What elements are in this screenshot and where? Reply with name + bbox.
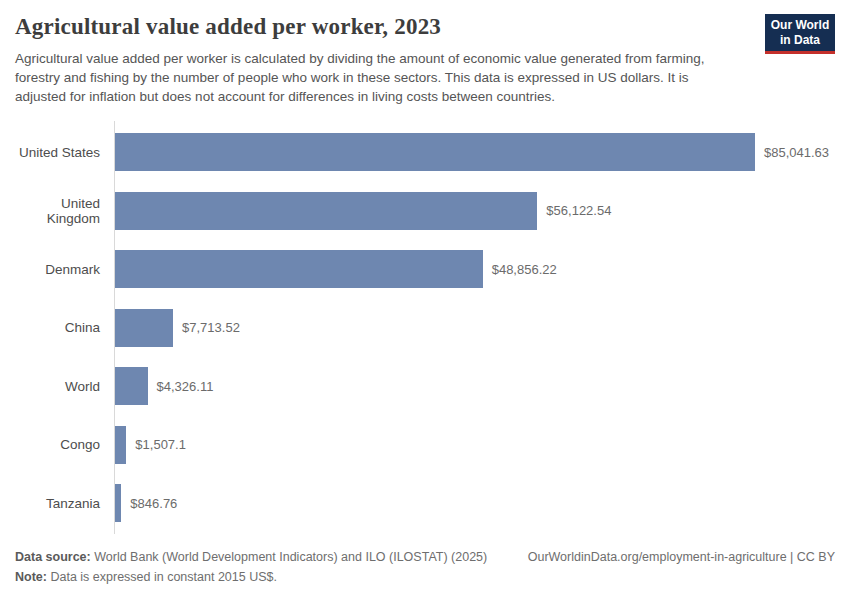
y-axis-line [114,121,115,534]
footer-note: Note: Data is expressed in constant 2015… [15,569,835,586]
data-source-line[interactable]: Data source: World Bank (World Developme… [15,549,487,566]
footer-note-text: Data is expressed in constant 2015 US$. [50,570,277,584]
owid-logo-line2: in Data [767,33,833,48]
bar-value-label: $846.76 [130,496,177,511]
chart-title: Agricultural value added per worker, 202… [15,14,835,40]
bar-row-china: China $7,713.52 [15,299,835,358]
bar-value-label: $56,122.54 [546,203,611,218]
footer-note-label: Note: [15,570,47,584]
category-label: Denmark [15,262,107,277]
bar-track: $7,713.52 [115,309,835,347]
owid-logo-line1: Our World [767,18,833,33]
bar-row-congo: Congo $1,507.1 [15,416,835,475]
chart-header: Agricultural value added per worker, 202… [15,14,835,106]
data-source-label: Data source: [15,550,91,564]
bar-row-denmark: Denmark $48,856.22 [15,240,835,299]
bar-track: $56,122.54 [115,192,835,230]
bar-chart: United States $85,041.63 United Kingdom $56… [15,123,835,533]
bar[interactable] [115,133,755,171]
category-label: Congo [15,437,107,452]
bar-track: $48,856.22 [115,250,835,288]
bar[interactable] [115,309,173,347]
bar-rows: United States $85,041.63 United Kingdom $56… [15,123,835,533]
bar-value-label: $1,507.1 [135,437,186,452]
chart-subtitle: Agricultural value added per worker is c… [15,49,733,106]
bar-value-label: $7,713.52 [182,320,240,335]
bar[interactable] [115,426,126,464]
bar-row-tanzania: Tanzania $846.76 [15,474,835,533]
data-source-text: World Bank (World Development Indicators… [94,550,487,564]
category-label: United Kingdom [15,196,107,226]
category-label: World [15,379,107,394]
bar[interactable] [115,484,121,522]
bar-value-label: $4,326.11 [157,379,214,394]
bar[interactable] [115,192,537,230]
bar-track: $1,507.1 [115,426,835,464]
bar-track: $4,326.11 [115,367,835,405]
category-label: Tanzania [15,496,107,511]
bar-value-label: $85,041.63 [764,145,829,160]
chart-page: Agricultural value added per worker, 202… [0,0,850,600]
bar-track: $846.76 [115,484,835,522]
bar[interactable] [115,250,483,288]
owid-logo: Our World in Data [765,14,835,54]
bar[interactable] [115,367,148,405]
footer-url-cc-link[interactable]: OurWorldinData.org/employment-in-agricul… [528,549,835,566]
chart-footer: Data source: World Bank (World Developme… [15,549,835,586]
bar-row-united-states: United States $85,041.63 [15,123,835,182]
category-label: United States [15,145,107,160]
bar-value-label: $48,856.22 [492,262,557,277]
category-label: China [15,320,107,335]
bar-row-united-kingdom: United Kingdom $56,122.54 [15,182,835,241]
bar-row-world: World $4,326.11 [15,357,835,416]
bar-track: $85,041.63 [115,133,835,171]
